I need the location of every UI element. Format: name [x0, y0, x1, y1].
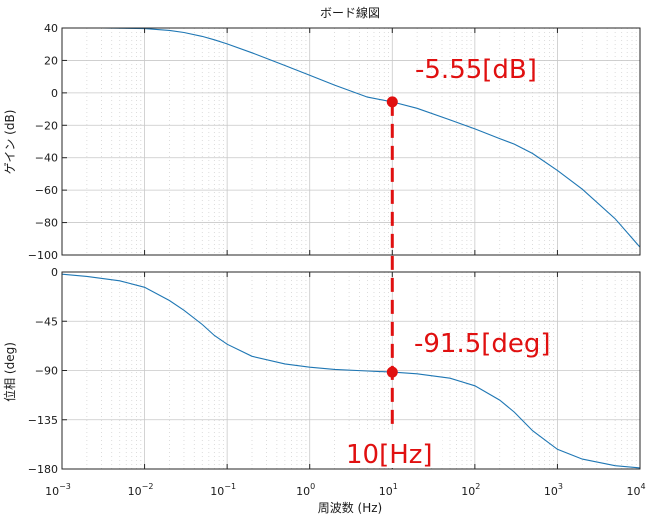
- gain-plot-area: [62, 28, 640, 255]
- x-tick-exponent: 0: [310, 482, 315, 491]
- phase-curve: [61, 273, 641, 469]
- x-tick-exponent: 2: [475, 482, 480, 491]
- x-tick-exponent: 1: [393, 482, 398, 491]
- x-tick-exponent: 4: [640, 482, 645, 491]
- gain-curve: [62, 27, 641, 248]
- phase-y-tick-label: −90: [35, 365, 58, 378]
- x-tick-base: 10: [461, 485, 475, 498]
- gain-y-tick-label: −80: [35, 217, 58, 230]
- gain-y-tick-label: 20: [44, 54, 58, 67]
- frequency-annotation-label: 10[Hz]: [346, 440, 433, 470]
- x-tick-label: 101: [379, 482, 398, 498]
- x-tick-base: 10: [626, 485, 640, 498]
- gain-y-tick-label: −100: [28, 249, 58, 262]
- x-tick-base: 10: [296, 485, 310, 498]
- gain-ylabel: ゲイン (dB): [3, 110, 17, 175]
- phase-y-tick-label: 0: [51, 266, 58, 279]
- frequency-x-ticks: 10−3 10−2 10−1 100 101 102 103 104: [45, 28, 646, 498]
- x-tick-exponent: −3: [59, 482, 71, 491]
- phase-y-tick-label: −45: [35, 315, 58, 328]
- gain-marker-point: [386, 96, 398, 108]
- x-tick-exponent: −2: [142, 482, 154, 491]
- x-tick-exponent: −1: [224, 482, 236, 491]
- phase-y-tick-label: −135: [28, 414, 58, 427]
- x-tick-label: 103: [544, 482, 563, 498]
- gain-y-tick-label: −20: [35, 119, 58, 132]
- x-tick-base: 10: [544, 485, 558, 498]
- phase-marker-point: [386, 366, 398, 378]
- frequency-xlabel: 周波数 (Hz): [318, 500, 383, 515]
- phase-annotation-label: -91.5[deg]: [414, 329, 551, 359]
- x-tick-label: 100: [296, 482, 315, 498]
- x-tick-exponent: 3: [558, 482, 563, 491]
- x-tick-label: 104: [626, 482, 645, 498]
- x-tick-label: 10−1: [210, 482, 236, 498]
- figure-title: ボード線図: [320, 5, 380, 20]
- gain-y-tick-label: 0: [51, 87, 58, 100]
- phase-ylabel: 位相 (deg): [2, 342, 17, 402]
- gain-y-tick-label: −60: [35, 184, 58, 197]
- x-tick-label: 10−3: [45, 482, 71, 498]
- x-tick-base: 10: [45, 485, 59, 498]
- phase-y-ticks: 0 −45 −90 −135 −180: [28, 266, 67, 476]
- gain-annotation-label: -5.55[dB]: [415, 55, 537, 85]
- annotation-layer: -5.55[dB] -91.5[deg] 10[Hz]: [342, 55, 551, 470]
- phase-axes-frame: [61, 271, 641, 470]
- gain-y-ticks: 40 20 0 −20 −40 −60 −80 −100: [28, 22, 67, 262]
- frequency-annotation-bg: [342, 430, 442, 468]
- x-tick-label: 102: [461, 482, 480, 498]
- x-tick-base: 10: [379, 485, 393, 498]
- x-tick-label: 10−2: [128, 482, 154, 498]
- gain-panel: 40 20 0 −20 −40 −60 −80 −100 ゲイン (dB): [3, 22, 641, 262]
- gain-y-tick-label: 40: [44, 22, 58, 35]
- gain-y-tick-label: −40: [35, 152, 58, 165]
- gain-axes-frame: [61, 27, 641, 256]
- x-tick-base: 10: [128, 485, 142, 498]
- phase-y-tick-label: −180: [28, 463, 58, 476]
- x-tick-base: 10: [210, 485, 224, 498]
